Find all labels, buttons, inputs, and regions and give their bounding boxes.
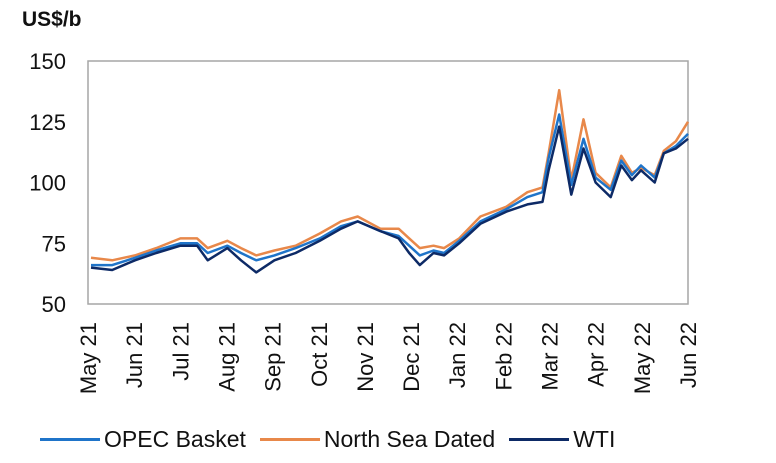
- legend-swatch: [259, 438, 320, 441]
- x-tick-label: Sep 21: [261, 322, 286, 392]
- y-tick-label: 50: [42, 292, 66, 317]
- legend: OPEC Basket North Sea Dated WTI: [40, 426, 629, 453]
- x-tick-label: Jun 21: [122, 322, 147, 388]
- legend-label: WTI: [573, 426, 616, 452]
- x-tick-label: Mar 22: [538, 322, 563, 390]
- legend-label: North Sea Dated: [323, 426, 496, 452]
- legend-swatch: [40, 438, 100, 441]
- x-tick-label: Apr 22: [584, 322, 609, 387]
- x-tick-label: Nov 21: [353, 322, 378, 392]
- y-tick-label: 75: [42, 231, 66, 256]
- x-tick-label: May 21: [76, 322, 101, 394]
- x-tick-label: Jul 21: [168, 322, 193, 381]
- legend-label: OPEC Basket: [104, 426, 246, 452]
- plot-area: [87, 60, 689, 305]
- x-tick-label: Aug 21: [214, 322, 239, 392]
- x-tick-label: Oct 21: [307, 322, 332, 387]
- legend-item: North Sea Dated: [259, 426, 496, 453]
- series-line-opec-basket: [91, 113, 689, 267]
- y-tick-label: 150: [29, 49, 66, 74]
- x-tick-label: Jun 22: [676, 322, 701, 388]
- series-line-north-sea-dated: [90, 88, 690, 262]
- legend-swatch: [509, 438, 570, 441]
- x-tick-label: Dec 21: [399, 322, 424, 392]
- x-tick-label: Jan 22: [445, 322, 470, 388]
- legend-item: WTI: [509, 426, 615, 453]
- y-tick-label: 125: [29, 110, 66, 135]
- y-tick-label: 100: [29, 171, 66, 196]
- x-tick-label: Feb 22: [491, 322, 516, 391]
- y-axis-unit-label: US$/b: [22, 8, 82, 31]
- x-tick-label: May 22: [630, 322, 655, 394]
- legend-item: OPEC Basket: [40, 426, 246, 453]
- series-line-wti: [90, 125, 689, 274]
